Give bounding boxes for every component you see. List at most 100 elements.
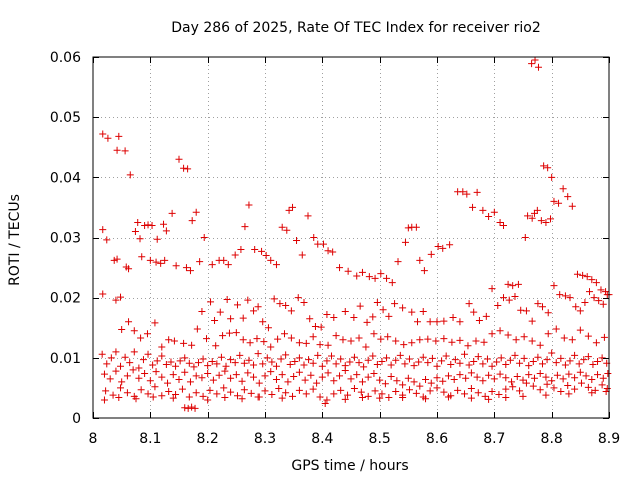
data-point <box>104 134 112 142</box>
data-point <box>433 384 441 392</box>
data-point <box>209 376 217 384</box>
data-point <box>254 303 262 311</box>
data-point <box>571 374 579 382</box>
data-point <box>392 388 400 396</box>
data-point <box>538 360 546 368</box>
data-point <box>282 301 290 309</box>
data-point <box>161 256 169 264</box>
data-point <box>180 339 188 347</box>
data-point <box>261 372 269 380</box>
data-point <box>469 203 477 211</box>
data-point <box>190 363 198 371</box>
data-point <box>215 371 223 379</box>
data-point <box>357 388 365 396</box>
data-point <box>576 326 584 334</box>
data-point <box>528 214 536 222</box>
data-point <box>300 298 308 306</box>
data-point <box>287 307 295 315</box>
data-point <box>98 350 106 358</box>
data-point <box>227 356 235 364</box>
data-point <box>233 301 241 309</box>
data-point <box>301 376 309 384</box>
data-point <box>132 395 140 403</box>
data-point <box>439 377 447 385</box>
data-point <box>488 330 496 338</box>
data-point <box>360 363 368 371</box>
data-point <box>464 342 472 350</box>
data-point <box>433 374 441 382</box>
data-point <box>511 351 519 359</box>
data-point <box>321 400 329 408</box>
data-point <box>529 357 537 365</box>
data-point <box>419 308 427 316</box>
data-point <box>247 389 255 397</box>
data-point <box>227 315 235 323</box>
data-point <box>251 246 259 254</box>
data-point <box>305 356 313 364</box>
data-point <box>293 237 301 245</box>
data-point <box>602 288 610 296</box>
data-point <box>462 374 470 382</box>
data-point <box>203 335 211 343</box>
data-point <box>274 335 282 343</box>
data-point <box>602 388 610 396</box>
data-point <box>463 190 471 198</box>
data-point <box>548 173 556 181</box>
data-point <box>561 292 569 300</box>
data-point <box>344 391 352 399</box>
data-point <box>427 379 435 387</box>
data-point <box>112 367 120 375</box>
data-point <box>184 404 192 412</box>
data-point <box>522 379 530 387</box>
data-point <box>337 355 345 363</box>
data-point <box>268 391 276 399</box>
data-point <box>164 379 172 387</box>
data-point <box>392 337 400 345</box>
data-point <box>428 354 436 362</box>
data-point <box>135 374 143 382</box>
data-point <box>581 298 589 306</box>
data-point <box>330 314 338 322</box>
data-point <box>241 223 249 231</box>
data-point <box>286 360 294 368</box>
data-point <box>220 384 228 392</box>
data-point <box>376 376 384 384</box>
y-tick-label: 0.01 <box>50 351 81 367</box>
data-point <box>538 303 546 311</box>
data-point <box>100 370 108 378</box>
data-point <box>232 329 240 337</box>
data-point <box>223 295 231 303</box>
data-point <box>400 341 408 349</box>
data-point <box>479 377 487 385</box>
data-point <box>280 330 288 338</box>
data-point <box>204 362 212 370</box>
data-point <box>199 392 207 400</box>
data-point <box>158 352 166 360</box>
data-point <box>323 396 331 404</box>
data-point <box>533 206 541 214</box>
data-point <box>188 217 196 225</box>
x-tick-label: 8.8 <box>541 431 563 447</box>
data-point <box>494 301 502 309</box>
data-point <box>254 350 262 358</box>
data-point <box>534 353 542 361</box>
data-point <box>278 371 286 379</box>
data-point <box>227 388 235 396</box>
data-point <box>238 395 246 403</box>
x-tick-label: 8.4 <box>311 431 333 447</box>
data-point <box>267 368 275 376</box>
data-point <box>534 63 542 71</box>
data-point <box>500 294 508 302</box>
x-tick-label: 8 <box>89 431 98 447</box>
data-point <box>152 258 160 266</box>
data-point <box>319 240 327 248</box>
data-point <box>465 300 473 308</box>
data-point <box>259 318 267 326</box>
data-point <box>603 385 611 393</box>
data-point <box>584 332 592 340</box>
data-point <box>272 375 280 383</box>
data-point <box>186 267 194 275</box>
data-point <box>290 372 298 380</box>
data-point <box>199 355 207 363</box>
data-point <box>316 393 324 401</box>
